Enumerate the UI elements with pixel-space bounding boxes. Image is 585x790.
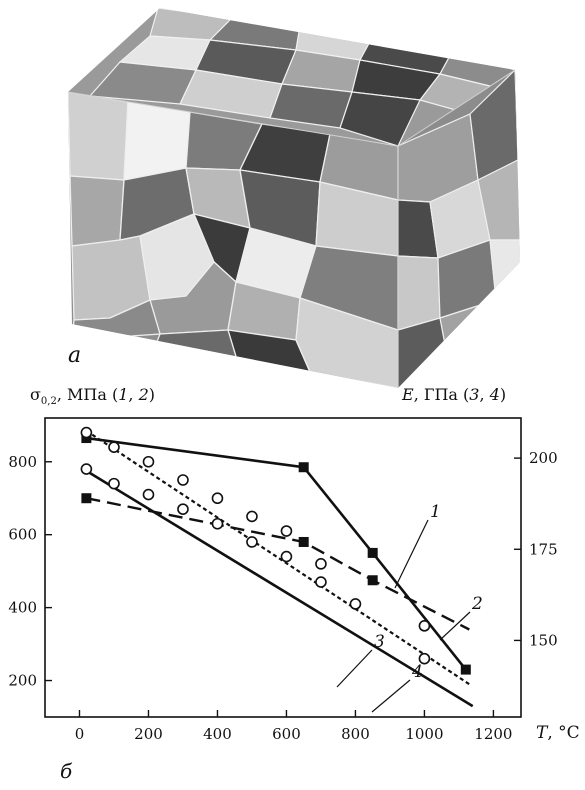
grain-front-face — [68, 92, 398, 388]
series-4-point — [349, 598, 362, 610]
series-4-point — [246, 536, 258, 548]
series-3-point — [108, 441, 120, 453]
y-right-tick-label: 150 — [529, 631, 558, 649]
series-1-leader — [394, 519, 429, 589]
y-left-tick-label: 200 — [8, 672, 37, 690]
y-left-tick-label: 800 — [8, 453, 37, 471]
series-1-point — [460, 664, 471, 675]
grain-side-face — [398, 70, 520, 388]
y-right-tick-label: 175 — [529, 540, 558, 558]
x-tick-label: 0 — [75, 725, 85, 743]
series-1-line — [86, 436, 467, 671]
left-axis-label: σ0,2, МПа (1, 2) — [30, 385, 155, 407]
series-3-point — [142, 455, 155, 468]
x-tick-label: 1000 — [405, 725, 443, 743]
y-right-tick-label: 200 — [529, 449, 558, 467]
x-tick-label: 1200 — [474, 725, 512, 743]
series-2-point — [81, 493, 92, 504]
x-axis-label: T, °C — [536, 723, 580, 743]
series-4-point — [211, 517, 224, 530]
series-4-label: 4 — [411, 662, 423, 682]
x-tick-label: 400 — [203, 725, 232, 743]
series-4-point — [280, 550, 293, 563]
series-3-point — [280, 525, 293, 537]
panel-a-label: а — [68, 343, 81, 368]
series-3-line — [85, 429, 470, 686]
series-3-point — [80, 426, 93, 439]
series-4-point — [177, 503, 189, 515]
plot-frame — [44, 417, 522, 718]
x-tick-label: 200 — [134, 725, 163, 743]
series-4-point — [108, 477, 120, 490]
series-3-point — [211, 492, 224, 505]
series-4-line — [85, 469, 474, 708]
series-1-point — [298, 462, 309, 473]
series-1-label: 1 — [430, 502, 441, 522]
series-3-point — [246, 510, 258, 523]
series-4-point — [418, 652, 431, 665]
series-2-label: 2 — [471, 594, 483, 614]
right-axis-label: E, ГПа (3, 4) — [401, 385, 506, 404]
series-2-leader — [439, 611, 471, 641]
x-tick-label: 600 — [272, 725, 301, 743]
series-3-leader — [336, 649, 373, 688]
panel-b-label: б — [60, 759, 73, 783]
series-4-point — [315, 576, 327, 588]
series-2-point — [298, 536, 309, 547]
series-4-leader — [371, 679, 411, 713]
series-4-point — [80, 463, 93, 475]
series-2-point — [367, 575, 378, 586]
y-left-tick-label: 600 — [8, 526, 37, 544]
series-1-point — [367, 547, 378, 558]
series-3-label: 3 — [374, 632, 385, 652]
series-3-point — [177, 474, 189, 486]
y-left-tick-label: 400 — [8, 599, 37, 617]
x-tick-label: 800 — [341, 725, 370, 743]
series-3-point — [418, 620, 431, 632]
cube-edges — [67, 69, 516, 388]
series-2-line — [86, 497, 470, 631]
series-4-point — [142, 488, 155, 501]
series-3-point — [315, 558, 327, 570]
